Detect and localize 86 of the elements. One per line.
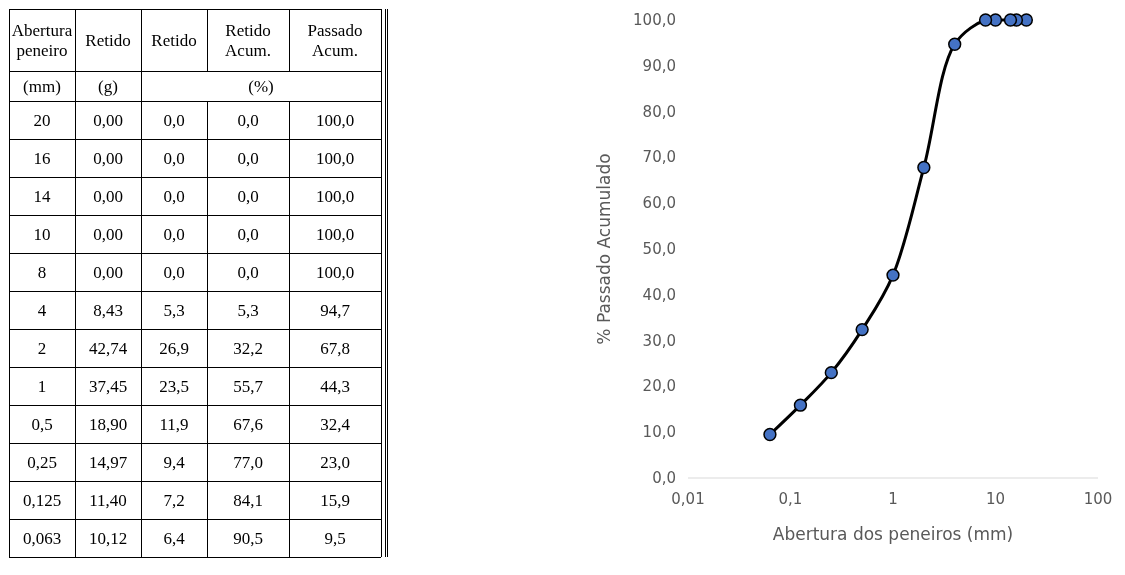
data-label: 0,0 — [237, 149, 259, 168]
category-label: 20 — [33, 111, 51, 130]
data-label: 0,00 — [93, 111, 123, 130]
y-axis-title: % Passado Acumulado — [594, 153, 614, 345]
data-label: 0,0 — [237, 187, 259, 206]
data-label: 0,00 — [93, 187, 123, 206]
data-label: 42,74 — [88, 339, 128, 358]
y-tick-label: 70,0 — [642, 148, 676, 167]
data-label: 0,00 — [93, 263, 123, 282]
data-label: 0,0 — [237, 263, 259, 282]
y-tick-label: 90,0 — [642, 56, 676, 75]
y-tick-label: 40,0 — [642, 285, 676, 304]
data-label: 100,0 — [315, 111, 355, 130]
text: (mm) — [23, 77, 61, 96]
x-tick-label: 1 — [888, 490, 898, 508]
data-label: 6,4 — [163, 529, 186, 548]
category-label: 1 — [37, 377, 47, 396]
data-label: 14,97 — [88, 453, 128, 472]
data-label: 0,0 — [163, 149, 185, 168]
data-label: 18,90 — [88, 415, 128, 434]
text: Retido — [85, 31, 131, 50]
x-tick-label: 0,1 — [778, 490, 803, 508]
category-label: 0,063 — [22, 529, 62, 548]
y-tick-label: 80,0 — [642, 102, 676, 121]
category-label: 14 — [33, 187, 51, 206]
data-label: 11,9 — [159, 415, 189, 434]
data-label: 7,2 — [163, 491, 185, 510]
category-label: 10 — [33, 225, 51, 244]
data-label: 11,40 — [89, 491, 127, 510]
y-tick-label: 30,0 — [642, 331, 676, 350]
x-tick-label: 10 — [985, 490, 1006, 508]
text: Retido Acum. — [225, 21, 271, 60]
data-label: 5,3 — [163, 301, 185, 320]
text: (g) — [98, 77, 118, 96]
data-label: 0,0 — [237, 225, 259, 244]
category-label: 0,125 — [22, 491, 62, 510]
x-tick-label: 100 — [1083, 490, 1113, 508]
data-label: 100,0 — [315, 187, 355, 206]
category-label: 0,5 — [31, 415, 53, 434]
category-label: 8 — [37, 263, 47, 282]
data-label: 0,00 — [93, 225, 123, 244]
y-tick-label: 100,0 — [633, 11, 676, 29]
data-label: 77,0 — [233, 453, 263, 472]
y-tick-label: 60,0 — [642, 194, 676, 213]
category-label: 16 — [33, 149, 51, 168]
data-label: 67,8 — [320, 339, 350, 358]
data-label: 9,4 — [163, 453, 186, 472]
data-label: 8,43 — [93, 301, 123, 320]
data-label: 44,3 — [320, 377, 350, 396]
y-tick-label: 0,0 — [652, 469, 676, 487]
data-label: 67,6 — [233, 415, 263, 434]
data-label: 15,9 — [320, 491, 350, 510]
data-label: 9,5 — [324, 529, 346, 548]
x-tick-label: 0,01 — [671, 490, 705, 508]
x-axis-title: Abertura dos peneiros (mm) — [772, 524, 1014, 544]
y-tick-label: 50,0 — [642, 240, 676, 258]
data-label: 100,0 — [315, 263, 355, 282]
category-label: 0,25 — [27, 453, 57, 472]
data-label: 37,45 — [88, 377, 128, 396]
data-label: 32,4 — [320, 415, 351, 434]
category-label: 4 — [37, 301, 47, 320]
data-label: 0,0 — [163, 187, 185, 206]
category-label: 2 — [37, 339, 47, 358]
text: Passado Acum. — [307, 21, 363, 60]
data-label: 0,0 — [163, 225, 185, 244]
data-label: 10,12 — [88, 529, 128, 548]
text: Retido — [151, 31, 197, 50]
data-label: 23,0 — [320, 453, 350, 472]
data-label: 100,0 — [315, 149, 355, 168]
data-label: 90,5 — [233, 529, 263, 548]
data-label: 84,1 — [233, 491, 263, 510]
y-tick-label: 20,0 — [642, 377, 676, 396]
text: (%) — [248, 77, 274, 96]
text: Abertura peneiro — [11, 21, 73, 60]
data-label: 94,7 — [320, 301, 351, 320]
data-label: 32,2 — [233, 339, 263, 358]
data-label: 0,0 — [163, 111, 185, 130]
data-label: 100,0 — [315, 225, 355, 244]
data-label: 0,0 — [163, 263, 185, 282]
data-label: 5,3 — [237, 301, 259, 320]
data-label: 55,7 — [233, 377, 264, 396]
data-label: 0,00 — [93, 149, 123, 168]
data-label: 0,0 — [237, 111, 259, 130]
data-label: 26,9 — [159, 339, 189, 358]
data-label: 23,5 — [159, 377, 189, 396]
y-tick-label: 10,0 — [642, 423, 676, 442]
